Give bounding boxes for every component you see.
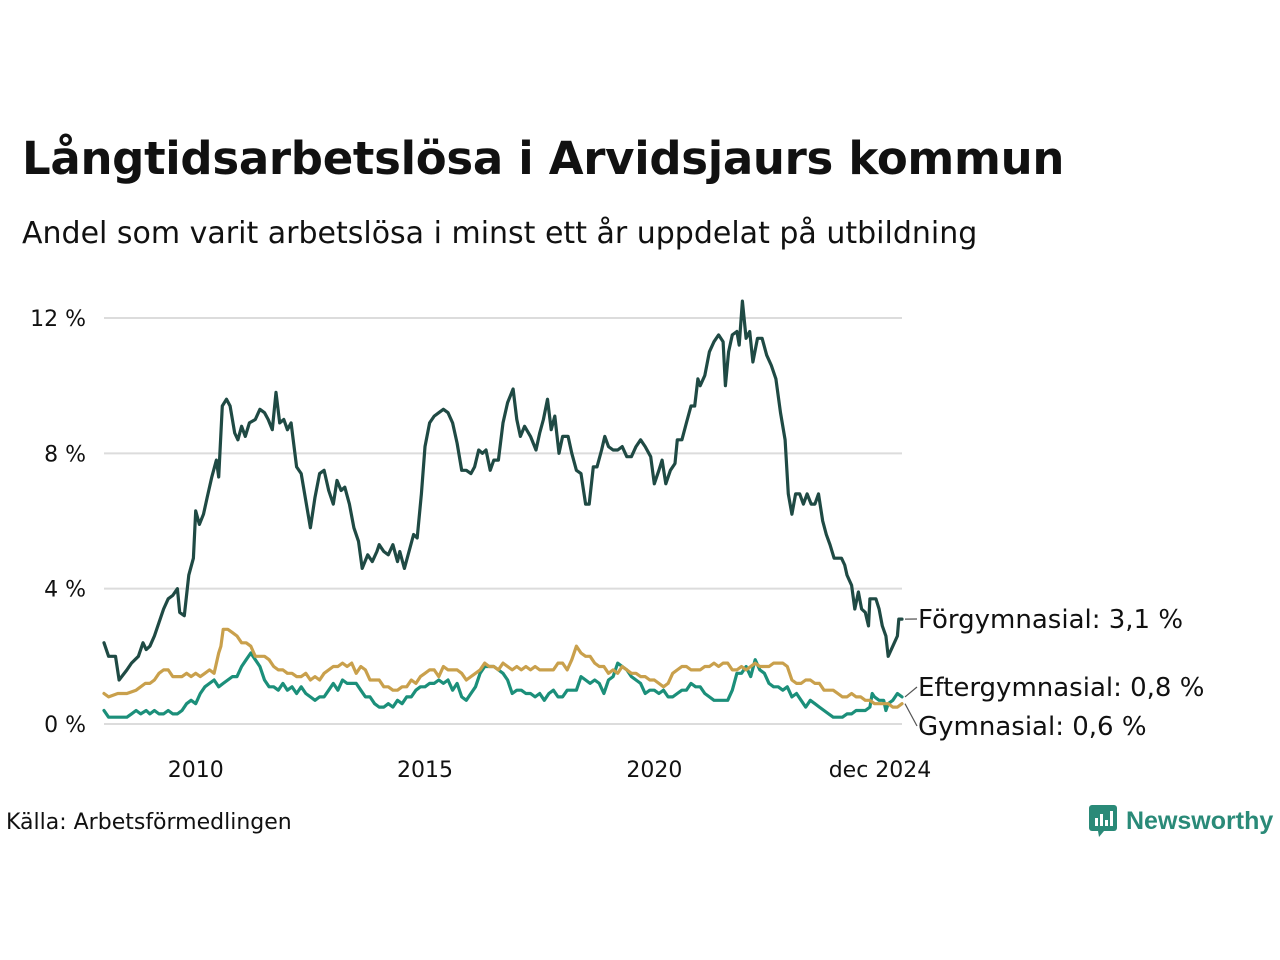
series-line-gymnasial: [102, 627, 904, 709]
chart-title: Långtidsarbetslösa i Arvidsjaurs kommun: [22, 132, 1065, 185]
x-axis-ticks: 2010 2015 2020 dec 2024: [168, 758, 932, 783]
y-axis-ticks: 0 % 4 % 8 % 12 %: [30, 307, 86, 738]
x-tick-label: 2015: [397, 758, 453, 783]
y-tick-label: 8 %: [44, 442, 86, 467]
series-label-gymnasial: Gymnasial: 0,6 %: [918, 712, 1147, 742]
label-connector: [904, 703, 918, 727]
source-note: Källa: Arbetsförmedlingen: [6, 810, 292, 835]
label-connector: [904, 686, 918, 698]
y-tick-label: 4 %: [44, 578, 86, 603]
series-label-eftergymnasial: Eftergymnasial: 0,8 %: [918, 673, 1204, 703]
x-tick-label: 2010: [168, 758, 224, 783]
y-tick-label: 0 %: [44, 713, 86, 738]
x-tick-label: 2020: [626, 758, 682, 783]
series-lines: [102, 299, 904, 719]
y-tick-label: 12 %: [30, 307, 86, 332]
series-line-förgymnasial: [102, 299, 904, 682]
chart-subtitle: Andel som varit arbetslösa i minst ett å…: [22, 216, 978, 251]
series-line-eftergymnasial: [102, 651, 904, 719]
series-label-förgymnasial: Förgymnasial: 3,1 %: [918, 605, 1183, 635]
brand-logo: Newsworthy: [1088, 804, 1273, 838]
series-labels: Förgymnasial: 3,1 % Eftergymnasial: 0,8 %…: [904, 605, 1204, 742]
x-tick-label: dec 2024: [829, 758, 932, 783]
brand-name: Newsworthy: [1126, 806, 1274, 835]
newsworthy-logo-icon: [1089, 805, 1117, 837]
gridlines: [104, 317, 902, 725]
